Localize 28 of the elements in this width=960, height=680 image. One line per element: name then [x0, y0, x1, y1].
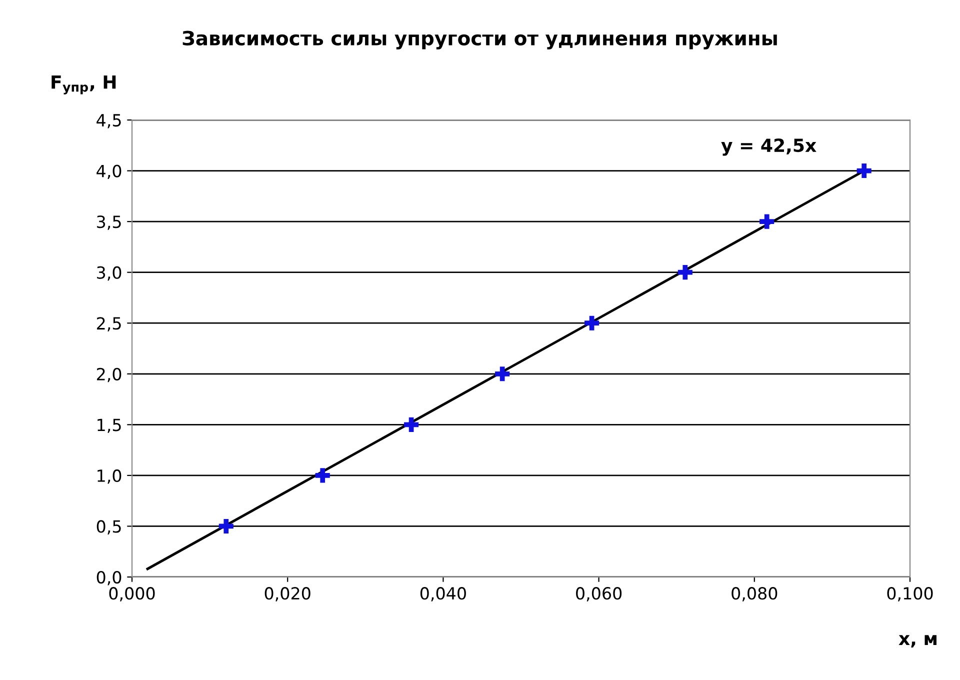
y-tick-label: 2,5: [96, 317, 121, 332]
x-tick-label: 0,100: [887, 587, 933, 602]
point: [584, 316, 600, 330]
y-tick-label: 1,5: [98, 418, 121, 433]
x-tick-label: 0,080: [732, 587, 778, 602]
y-axis-title: F$_{упр}$, Н: [52, 76, 116, 94]
y-tick-label: 4,0: [96, 164, 122, 180]
point: [856, 163, 872, 178]
point: [678, 265, 692, 280]
y-tick-label: 3,5: [97, 216, 121, 230]
x-tick-label: 0,020: [264, 587, 310, 602]
point: [404, 417, 419, 432]
y-tick-label: 2,0: [96, 368, 122, 382]
point: [495, 366, 510, 382]
point: [760, 214, 774, 229]
point: [218, 518, 234, 534]
y-tick-label: 0,5: [96, 520, 121, 534]
x-tick-label: 0,060: [576, 587, 622, 602]
y-tick-label: 4,5: [96, 114, 121, 128]
annotation: y = 42,5x: [721, 138, 816, 156]
y-tick-label: 3,0: [97, 266, 122, 281]
x-tick-label: 0,040: [420, 587, 466, 602]
y-tick-label: 1,0: [98, 469, 122, 484]
x-axis-title: x, м: [898, 635, 936, 648]
chart-title: Зависимость силы упругости от удлинения пружины: [182, 30, 777, 50]
y-tick-label: 0,0: [96, 570, 122, 586]
point: [315, 468, 330, 483]
x-tick-label: 0,000: [109, 587, 155, 602]
